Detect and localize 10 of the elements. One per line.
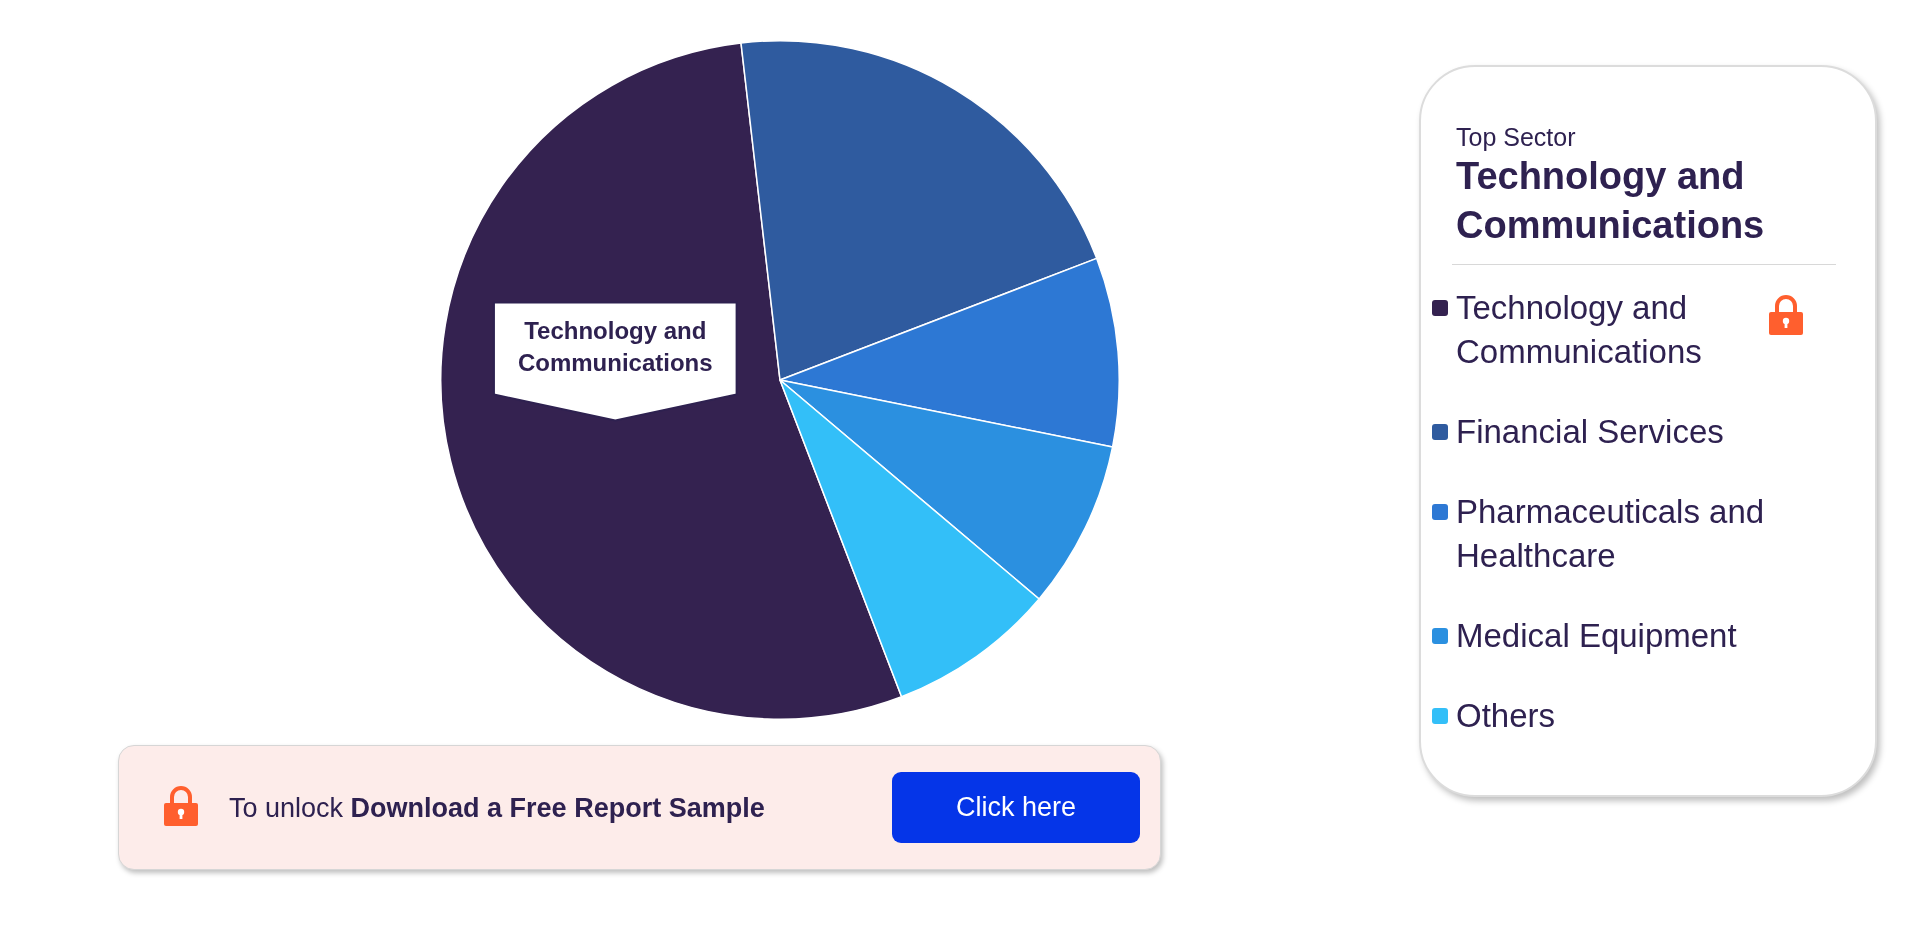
text: Technology and Communications [1456, 154, 1766, 248]
legend-label: Others [1456, 697, 1556, 734]
legend-title: Top Sector [1456, 122, 1577, 152]
legend-label: Financial Services [1456, 413, 1724, 450]
banner: To unlock Download a Free Report Sample Click here [118, 745, 1161, 870]
button[interactable]: Click here [892, 772, 1140, 843]
legend-label: Technology and Communications [1456, 289, 1702, 370]
legend-label: Pharmaceuticals and Healthcare [1456, 493, 1765, 574]
data-label: Technology and Communications [517, 317, 713, 377]
legend-label: Medical Equipment [1456, 617, 1737, 654]
